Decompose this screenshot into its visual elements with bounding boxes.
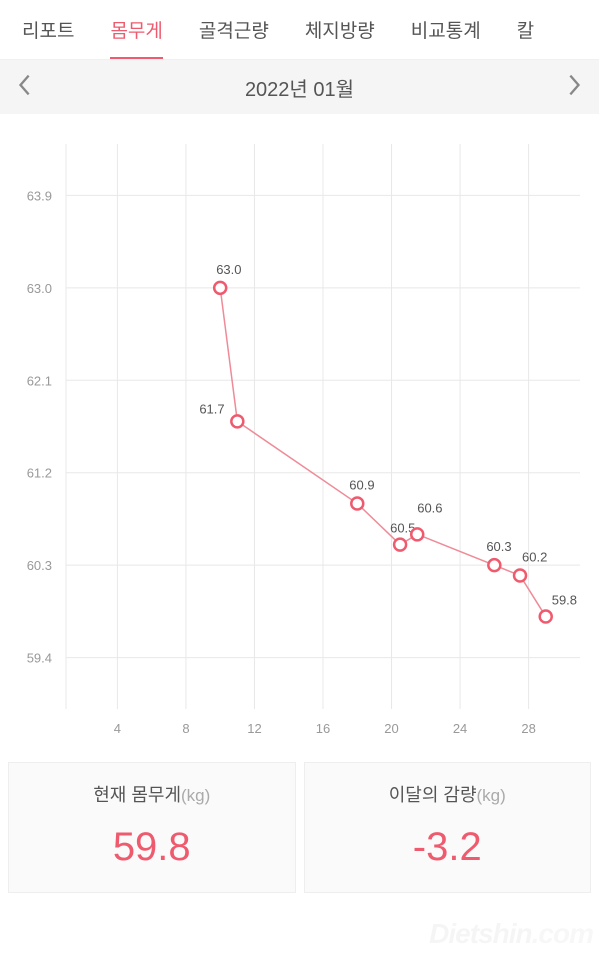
tab-report[interactable]: 리포트 bbox=[4, 0, 92, 60]
svg-text:60.9: 60.9 bbox=[349, 478, 374, 493]
watermark-text: Dietshin bbox=[429, 918, 531, 949]
tab-label: 칼 bbox=[517, 16, 534, 43]
summary-row: 현재 몸무게(kg) 59.8 이달의 감량(kg) -3.2 bbox=[0, 754, 599, 901]
svg-text:60.6: 60.6 bbox=[417, 500, 442, 515]
card-title-text: 이달의 감량 bbox=[389, 785, 477, 805]
watermark: Dietshin.com bbox=[429, 918, 593, 950]
svg-text:59.4: 59.4 bbox=[27, 651, 52, 666]
tab-muscle[interactable]: 골격근량 bbox=[181, 0, 287, 60]
chevron-right-icon bbox=[568, 73, 582, 102]
svg-text:20: 20 bbox=[384, 721, 398, 736]
weight-chart: 4 8 12 16 20 24 28 59.4 60.3 61.2 62.1 63.0 63.9 63.0… bbox=[0, 114, 599, 754]
card-unit: (kg) bbox=[477, 786, 506, 805]
svg-text:63.9: 63.9 bbox=[27, 188, 52, 203]
svg-text:16: 16 bbox=[316, 721, 330, 736]
card-title: 현재 몸무게(kg) bbox=[9, 781, 295, 807]
current-weight-value: 59.8 bbox=[9, 825, 295, 870]
date-bar: 2022년 01월 bbox=[0, 60, 599, 114]
svg-text:4: 4 bbox=[114, 721, 121, 736]
tab-bar: 리포트 몸무게 골격근량 체지방량 비교통계 칼 bbox=[0, 0, 599, 60]
tab-label: 체지방량 bbox=[305, 16, 375, 43]
tab-label: 골격근량 bbox=[199, 16, 269, 43]
date-title: 2022년 01월 bbox=[245, 73, 354, 102]
tab-weight[interactable]: 몸무게 bbox=[92, 0, 180, 60]
chevron-left-icon bbox=[17, 73, 31, 102]
svg-text:24: 24 bbox=[453, 721, 467, 736]
svg-text:8: 8 bbox=[182, 721, 189, 736]
delta-weight-card: 이달의 감량(kg) -3.2 bbox=[304, 762, 592, 893]
svg-text:60.3: 60.3 bbox=[27, 558, 52, 573]
current-weight-card: 현재 몸무게(kg) 59.8 bbox=[8, 762, 296, 893]
tab-extra[interactable]: 칼 bbox=[499, 0, 552, 60]
svg-text:60.3: 60.3 bbox=[486, 539, 511, 554]
svg-text:59.8: 59.8 bbox=[552, 593, 577, 608]
svg-text:61.2: 61.2 bbox=[27, 466, 52, 481]
tab-compare[interactable]: 비교통계 bbox=[393, 0, 499, 60]
chart-svg: 4 8 12 16 20 24 28 59.4 60.3 61.2 62.1 63.0 63.9 63.0… bbox=[0, 114, 599, 754]
svg-text:63.0: 63.0 bbox=[216, 262, 241, 277]
svg-text:61.7: 61.7 bbox=[199, 401, 224, 416]
svg-text:28: 28 bbox=[521, 721, 535, 736]
card-title-text: 현재 몸무게 bbox=[93, 785, 181, 805]
card-title: 이달의 감량(kg) bbox=[305, 781, 591, 807]
watermark-suffix: .com bbox=[532, 918, 593, 949]
svg-text:60.2: 60.2 bbox=[522, 549, 547, 564]
tab-label: 비교통계 bbox=[411, 16, 481, 43]
delta-weight-value: -3.2 bbox=[305, 825, 591, 870]
svg-text:12: 12 bbox=[247, 721, 261, 736]
next-month-button[interactable] bbox=[563, 75, 587, 99]
tab-label: 리포트 bbox=[22, 16, 74, 43]
svg-text:62.1: 62.1 bbox=[27, 373, 52, 388]
tab-fat[interactable]: 체지방량 bbox=[287, 0, 393, 60]
prev-month-button[interactable] bbox=[12, 75, 36, 99]
tab-label: 몸무게 bbox=[110, 16, 162, 43]
svg-text:63.0: 63.0 bbox=[27, 281, 52, 296]
card-unit: (kg) bbox=[181, 786, 210, 805]
